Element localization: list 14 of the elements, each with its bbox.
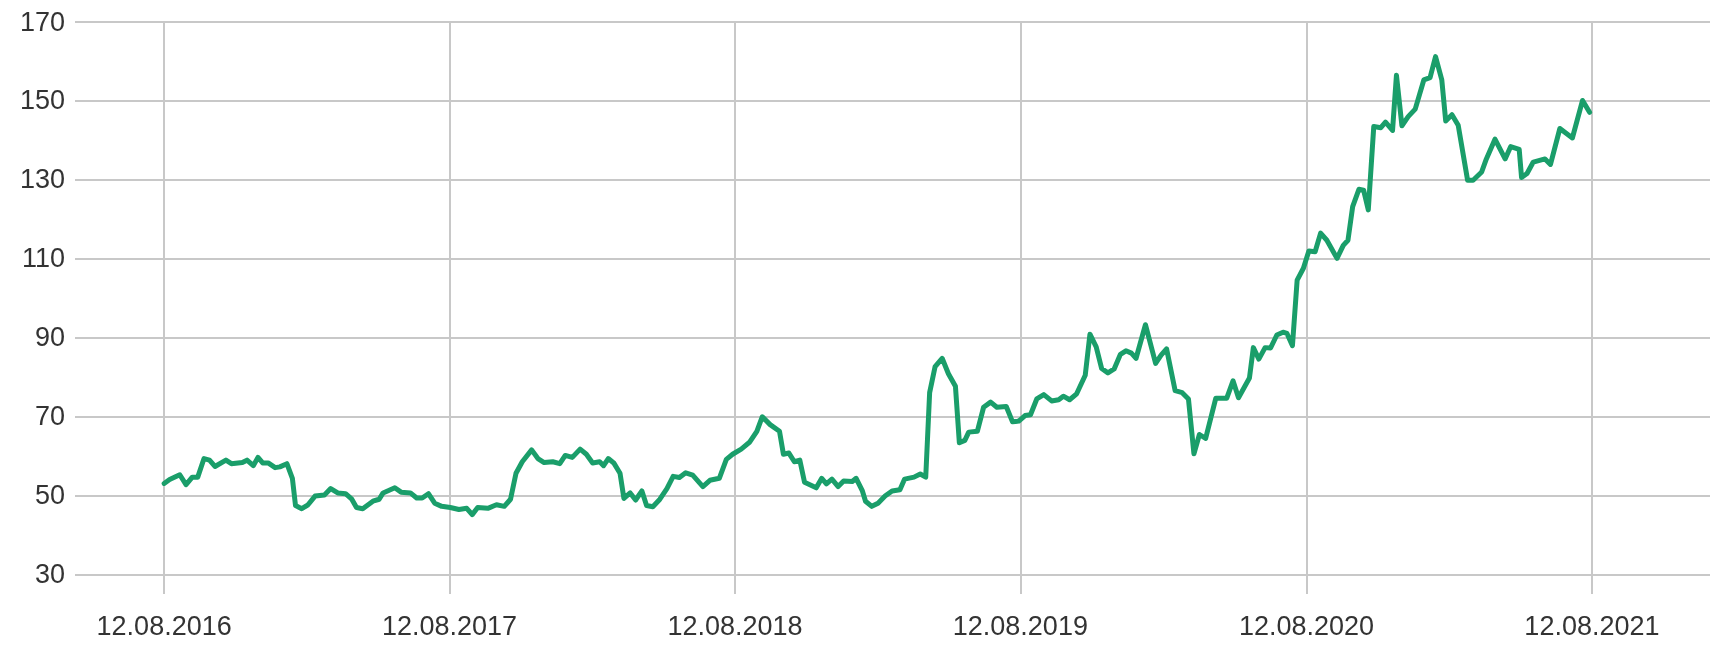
x-tick-label: 12.08.2020: [1238, 610, 1375, 641]
x-tick-label: 12.08.2017: [381, 610, 518, 641]
y-tick-label: 130: [19, 164, 65, 195]
y-tick-label: 90: [34, 322, 65, 353]
y-tick-label: 70: [34, 401, 65, 432]
y-tick-label: 150: [19, 85, 65, 116]
y-tick-label: 30: [34, 559, 65, 590]
y-tick-label: 110: [21, 243, 65, 274]
x-tick-label: 12.08.2019: [952, 610, 1088, 641]
y-tick-label: 170: [19, 6, 65, 37]
x-tick-label: 12.08.2018: [667, 610, 803, 641]
x-tick-label: 12.08.2016: [96, 610, 232, 641]
y-tick-label: 50: [34, 480, 65, 511]
x-tick-label: 12.08.2021: [1524, 610, 1660, 641]
